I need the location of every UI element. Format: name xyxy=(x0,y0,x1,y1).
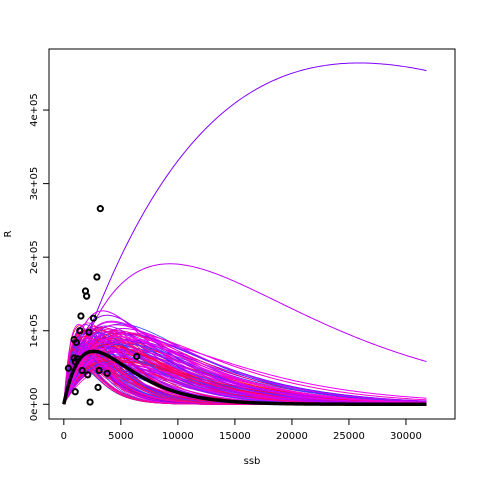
replicate-curve xyxy=(63,336,427,405)
x-tick-label: 10000 xyxy=(162,431,194,442)
y-tick-label: 0e+00 xyxy=(29,387,40,421)
x-tick-label: 0 xyxy=(61,431,67,442)
data-point xyxy=(133,352,141,361)
data-point xyxy=(94,383,102,391)
replicate-curve xyxy=(63,62,427,405)
y-axis-label: R xyxy=(3,230,14,237)
x-tick-label: 20000 xyxy=(276,431,308,442)
data-point xyxy=(64,364,72,372)
data-point xyxy=(84,371,92,379)
replicate-curve xyxy=(63,332,427,405)
data-point xyxy=(86,398,94,406)
data-point xyxy=(76,327,84,335)
data-point xyxy=(103,369,111,377)
data-point xyxy=(71,388,79,396)
replicate-curve xyxy=(63,339,427,405)
replicate-curve xyxy=(63,343,427,405)
y-tick-label: 2e+05 xyxy=(29,240,40,274)
x-tick-label: 30000 xyxy=(390,431,422,442)
x-axis-label: ssb xyxy=(244,456,261,467)
points-layer xyxy=(64,205,141,406)
data-point xyxy=(89,314,98,322)
y-tick-label: 3e+05 xyxy=(29,167,40,201)
replicate-curve xyxy=(63,328,427,405)
data-point xyxy=(93,273,101,281)
replicate-curve xyxy=(63,263,427,405)
data-point xyxy=(83,292,91,300)
data-point xyxy=(95,366,103,375)
y-tick-label: 4e+05 xyxy=(29,93,40,127)
data-point xyxy=(77,312,85,320)
data-point xyxy=(72,338,80,347)
x-tick-label: 15000 xyxy=(219,431,251,442)
data-point xyxy=(96,205,104,213)
data-point xyxy=(78,366,86,375)
y-axis: 0e+00 1e+05 2e+05 3e+05 4e+05 xyxy=(29,93,50,421)
data-point xyxy=(85,328,93,336)
y-tick-label: 1e+05 xyxy=(29,314,40,348)
curves-layer xyxy=(62,62,427,407)
replicate-curve xyxy=(63,320,427,405)
data-point xyxy=(70,354,78,362)
data-point xyxy=(71,358,79,366)
x-tick-label: 25000 xyxy=(333,431,365,442)
x-tick-label: 5000 xyxy=(108,431,133,442)
x-axis: 0 5000 10000 15000 20000 25000 30000 xyxy=(61,418,422,442)
fit-curve xyxy=(62,349,427,407)
